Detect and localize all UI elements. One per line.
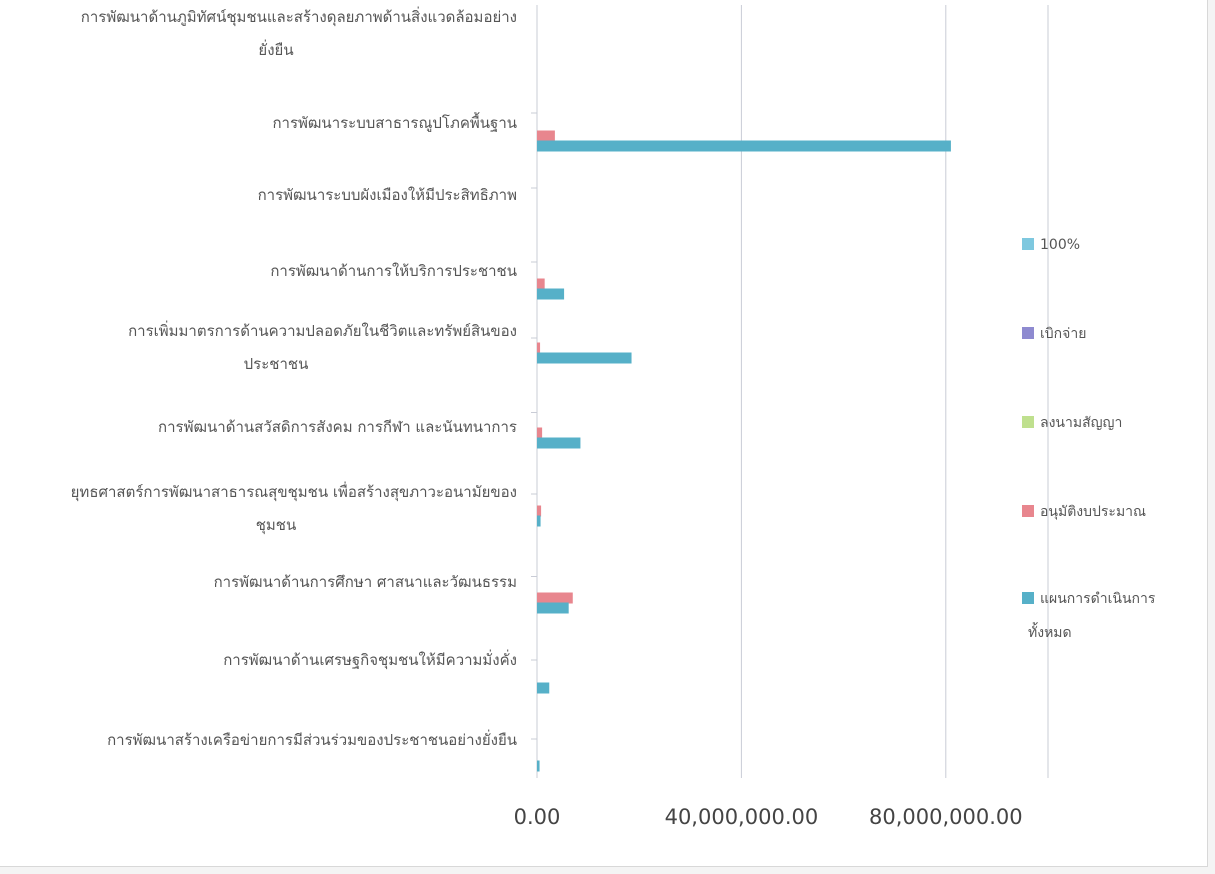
- bar-4-1: [537, 140, 951, 152]
- legend: 100% เบิกจ่ายลงนามสัญญาอนุมัติงบประมาณแผน…: [1022, 237, 1156, 641]
- bar-3-4: [537, 342, 541, 354]
- category-label: ยั่งยืน: [258, 39, 293, 59]
- bar-4-3: [537, 288, 565, 300]
- category-label: การพัฒนาสร้างเครือข่ายการมีส่วนร่วมของปร…: [107, 729, 517, 749]
- legend-swatch: [1022, 592, 1034, 604]
- category-label: การพัฒนาด้านภูมิทัศน์ชุมชนและสร้างดุลยภา…: [81, 6, 517, 27]
- legend-label: เบิกจ่าย: [1040, 326, 1086, 342]
- legend-label: ทั้งหมด: [1028, 622, 1072, 641]
- legend-label: ลงนามสัญญา: [1040, 415, 1122, 431]
- category-label: การพัฒนาระบบผังเมืองให้มีประสิทธิภาพ: [258, 186, 517, 204]
- category-label: การเพิ่มมาตรการด้านความปลอดภัยในชีวิตและ…: [128, 320, 517, 340]
- bar-4-6: [537, 515, 541, 527]
- bar-3-1: [537, 130, 555, 142]
- bar-4-7: [537, 602, 569, 614]
- category-labels: การพัฒนาด้านภูมิทัศน์ชุมชนและสร้างดุลยภา…: [71, 6, 517, 749]
- category-label: ชุมชน: [256, 516, 297, 535]
- bar-4-4: [537, 352, 632, 364]
- legend-swatch: [1022, 505, 1034, 517]
- bar-4-5: [537, 437, 581, 449]
- category-label: ประชาชน: [244, 355, 309, 373]
- bars: [537, 130, 951, 772]
- x-tick-label: 40,000,000.00: [665, 805, 819, 829]
- legend-swatch: [1022, 416, 1034, 428]
- x-tick-label: 0.00: [514, 805, 561, 829]
- category-label: ยุทธศาสตร์การพัฒนาสาธารณสุขชุมชน เพื่อสร…: [71, 481, 517, 502]
- bar-4-8: [537, 682, 550, 694]
- grid-lines: [531, 5, 1049, 778]
- legend-swatch: [1022, 238, 1034, 250]
- bar-3-3: [537, 278, 545, 290]
- legend-swatch: [1022, 327, 1034, 339]
- category-label: การพัฒนาด้านเศรษฐกิจชุมชนให้มีความมั่งคั…: [223, 649, 517, 670]
- category-label: การพัฒนาด้านสวัสดิการสังคม การกีฬา และนั…: [158, 418, 517, 436]
- legend-label: 100%: [1040, 237, 1080, 253]
- bar-3-5: [537, 427, 543, 439]
- bar-3-7: [537, 592, 573, 604]
- category-label: การพัฒนาด้านการให้บริการประชาชน: [270, 262, 517, 280]
- legend-label: แผนการดำเนินการ: [1040, 591, 1156, 607]
- bar-4-9: [537, 760, 540, 772]
- x-tick-label: 80,000,000.00: [869, 805, 1023, 829]
- category-label: การพัฒนาระบบสาธารณูปโภคพื้นฐาน: [272, 112, 517, 132]
- x-axis-ticks: 0.00 40,000,000.00 80,000,000.00: [514, 805, 1023, 829]
- legend-label: อนุมัติงบประมาณ: [1040, 504, 1146, 520]
- bar-3-6: [537, 505, 542, 517]
- category-label: การพัฒนาด้านการศึกษา ศาสนาและวัฒนธรรม: [214, 573, 517, 591]
